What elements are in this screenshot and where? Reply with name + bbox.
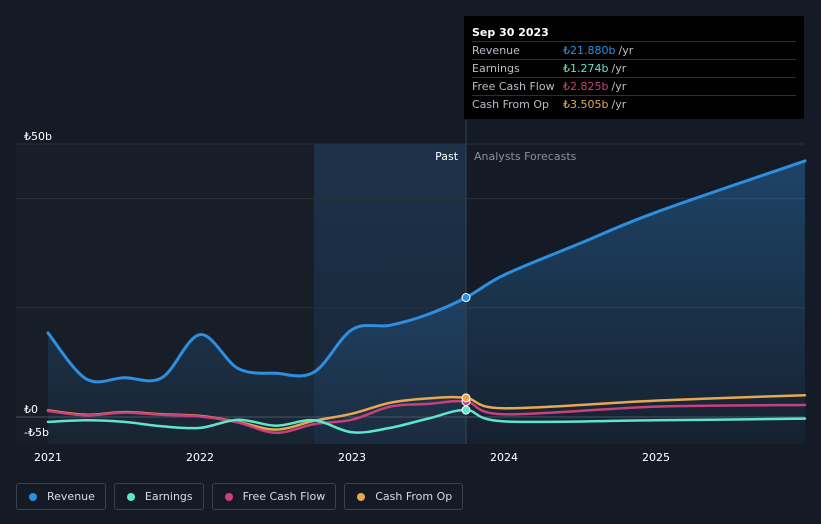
legend-item-earnings[interactable]: Earnings <box>113 483 204 510</box>
series-lines <box>46 159 807 435</box>
legend-dot-icon <box>29 492 37 501</box>
x-tick-label: 2022 <box>186 451 214 464</box>
legend-dot-icon <box>224 492 233 501</box>
tooltip-date: Sep 30 2023 <box>472 24 796 42</box>
x-axis-labels: 2021 2022 2023 2024 2025 <box>34 451 670 464</box>
forecast-label: Analysts Forecasts <box>474 150 577 163</box>
tooltip-unit: /yr <box>611 80 627 93</box>
legend-label: Cash From Op <box>375 490 453 503</box>
fcf-line <box>46 399 807 435</box>
tooltip-value: ₺3.505b <box>563 98 609 111</box>
revenue-marker <box>461 293 471 303</box>
tooltip-value: ₺21.880b <box>563 44 616 57</box>
y-tick-label: ₺0 <box>24 403 38 416</box>
tooltip-label: Revenue <box>472 44 520 57</box>
x-tick-label: 2021 <box>34 451 62 464</box>
x-tick-label: 2023 <box>338 451 366 464</box>
tooltip-label: Cash From Op <box>472 98 550 111</box>
y-axis-labels: ₺50b ₺0 -₺5b <box>24 130 52 439</box>
y-tick-label: ₺50b <box>24 130 52 143</box>
tooltip-value: ₺1.274b <box>563 62 609 75</box>
legend-label: Free Cash Flow <box>242 490 326 503</box>
tooltip-unit: /yr <box>611 62 627 75</box>
revenue-area <box>48 160 805 444</box>
earnings-marker <box>461 405 471 415</box>
tooltip-row-revenue: Revenue ₺21.880b /yr <box>472 42 796 60</box>
tooltip-label: Earnings <box>472 62 520 75</box>
legend: Revenue Earnings Free Cash Flow Cash Fro… <box>16 483 464 510</box>
tooltip: Sep 30 2023 Revenue ₺21.880b /yr Earning… <box>464 16 804 119</box>
tooltip-markers <box>461 293 471 415</box>
tooltip-row-fcf: Free Cash Flow ₺2.825b /yr <box>472 78 796 96</box>
legend-item-revenue[interactable]: Revenue <box>16 483 106 510</box>
tooltip-label: Free Cash Flow <box>472 80 555 93</box>
legend-item-free-cash-flow[interactable]: Free Cash Flow <box>211 483 337 510</box>
legend-label: Revenue <box>47 490 95 503</box>
tooltip-unit: /yr <box>611 98 627 111</box>
tooltip-row-cfo: Cash From Op ₺3.505b /yr <box>472 96 796 113</box>
tooltip-unit: /yr <box>618 44 634 57</box>
earnings-line <box>46 408 807 434</box>
legend-dot-icon <box>357 492 366 501</box>
legend-dot-icon <box>126 492 135 501</box>
past-label: Past <box>435 150 459 163</box>
tooltip-value: ₺2.825b <box>563 80 609 93</box>
y-tick-label: -₺5b <box>24 426 49 439</box>
cfo-marker <box>461 393 471 403</box>
x-tick-label: 2024 <box>490 451 518 464</box>
x-tick-label: 2025 <box>642 451 670 464</box>
tooltip-row-earnings: Earnings ₺1.274b /yr <box>472 60 796 78</box>
legend-item-cash-from-op[interactable]: Cash From Op <box>344 483 464 510</box>
legend-label: Earnings <box>144 490 193 503</box>
revenue-line <box>46 159 807 384</box>
